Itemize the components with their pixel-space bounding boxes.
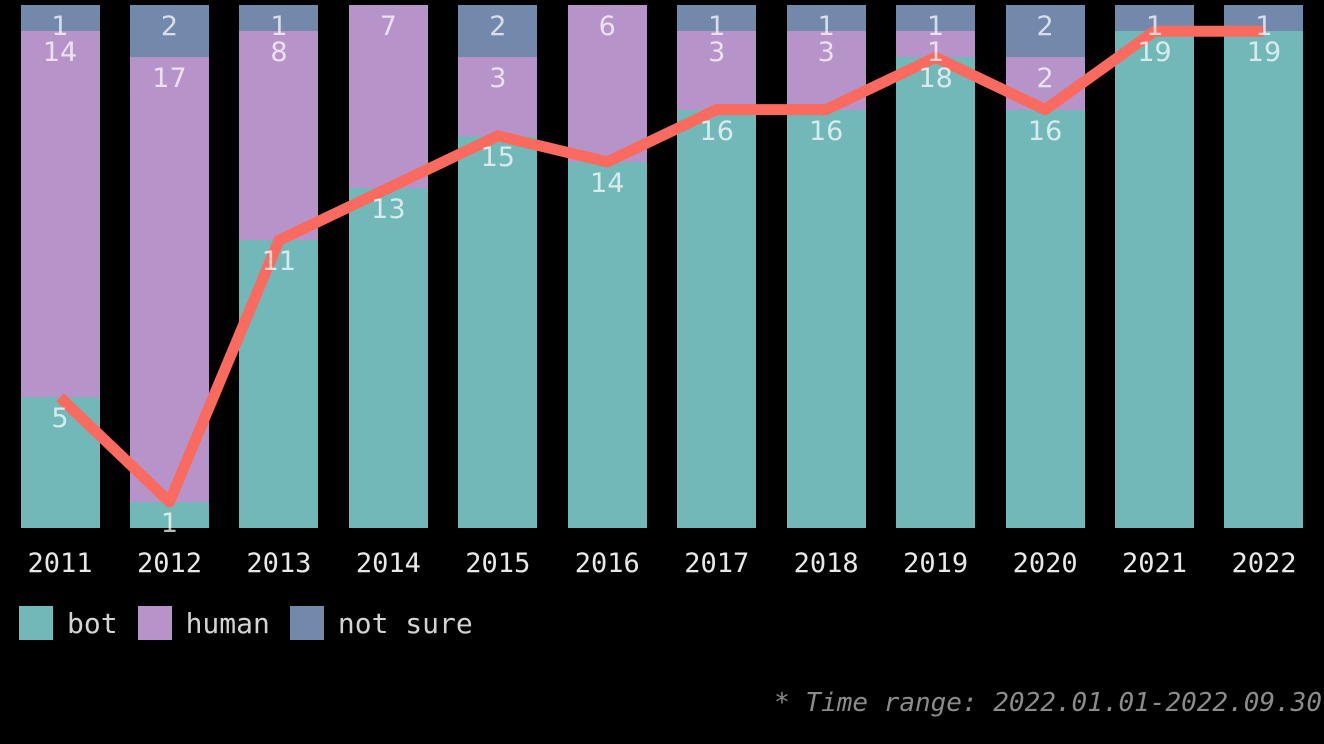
x-tick-2017: 2017: [684, 548, 750, 579]
legend-item-not-sure[interactable]: not sure: [289, 606, 473, 640]
bar-segment-bot-2017: [677, 109, 757, 528]
x-tick-2022: 2022: [1231, 548, 1297, 579]
legend-swatch-not-sure: [289, 606, 324, 640]
bar-segment-human-2013: [239, 31, 319, 241]
bar-segment-human-2015: [458, 57, 538, 136]
bar-segment-bot-2022: [1224, 31, 1304, 528]
x-tick-2011: 2011: [27, 548, 93, 579]
x-tick-2020: 2020: [1012, 548, 1078, 579]
x-tick-2013: 2013: [246, 548, 312, 579]
x-tick-2012: 2012: [136, 548, 202, 579]
bar-segment-bot-2015: [458, 135, 538, 528]
x-tick-2014: 2014: [355, 548, 421, 579]
bar-segment-human-2014: [348, 5, 428, 189]
bar-segment-human-2017: [677, 31, 757, 110]
legend-item-human[interactable]: human: [137, 606, 270, 640]
bar-segment-bot-2019: [896, 57, 976, 528]
bar-segment-human-2016: [567, 5, 647, 162]
bar-segment-not-sure-2019: [896, 5, 976, 32]
bar-segment-bot-2020: [1005, 109, 1085, 528]
trend-line: [56, 25, 1264, 508]
bar-segment-bot-2021: [1115, 31, 1195, 528]
x-tick-2018: 2018: [793, 548, 859, 579]
footnote: * Time range: 2022.01.01-2022.09.30: [774, 688, 1322, 718]
legend-label-not-sure: not sure: [337, 606, 473, 640]
bar-segment-not-sure-2018: [786, 5, 866, 32]
x-tick-2015: 2015: [465, 548, 531, 579]
bar-segment-bot-2016: [567, 161, 647, 528]
bar-segment-human-2011: [20, 31, 100, 398]
bar-segment-bot-2014: [348, 188, 428, 528]
bar-segment-not-sure-2013: [239, 5, 319, 32]
bar-segment-not-sure-2020: [1005, 5, 1085, 58]
legend-swatch-human: [137, 606, 172, 640]
legend-swatch-bot: [19, 606, 53, 640]
x-tick-2016: 2016: [574, 548, 640, 579]
bar-segment-not-sure-2015: [458, 5, 538, 58]
bar-segment-bot-2013: [239, 240, 319, 528]
legend: bot human not sure: [19, 606, 473, 640]
bar-segment-not-sure-2012: [129, 5, 209, 58]
bar-segment-bot-2018: [786, 109, 866, 528]
x-tick-2019: 2019: [903, 548, 969, 579]
legend-label-human: human: [185, 606, 270, 640]
legend-item-bot[interactable]: bot: [19, 606, 118, 640]
legend-label-bot: bot: [67, 606, 118, 640]
bar-segment-not-sure-2017: [677, 5, 757, 32]
bar-segment-not-sure-2011: [20, 5, 100, 32]
x-tick-2021: 2021: [1122, 548, 1188, 579]
